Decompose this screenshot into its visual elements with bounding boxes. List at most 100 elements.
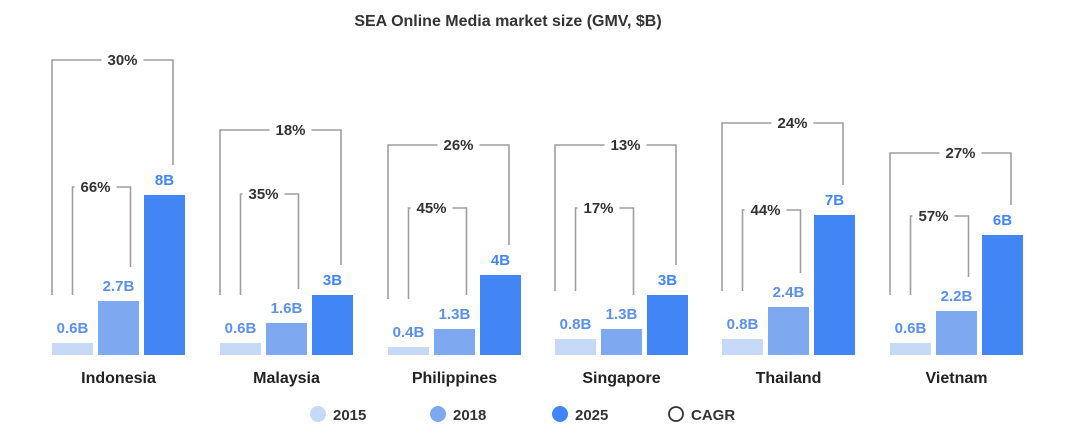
plot-area: 0.6B 2.7B 8B 66% 30% Indonesia 0.6B 1.6B 3B 35% 18…	[51, 52, 1023, 387]
bar-2018-malaysia	[266, 323, 307, 355]
category-label-vietnam: Vietnam	[926, 370, 988, 387]
legend-item-2025: 2025	[552, 406, 608, 424]
cagr-label-2015-2025-thailand: 24%	[777, 115, 807, 132]
bar-2025-vietnam	[982, 235, 1023, 355]
bar-2025-singapore	[647, 295, 688, 355]
cagr-bracket-outer-left-singapore	[554, 144, 605, 291]
value-label-2015-malaysia: 0.6B	[225, 320, 257, 337]
country-group-philippines: 0.4B 1.3B 4B 45% 26% Philippines	[387, 137, 521, 387]
bar-2018-indonesia	[98, 301, 139, 355]
cagr-bracket-inner-left-vietnam	[909, 215, 913, 295]
country-group-vietnam: 0.6B 2.2B 6B 57% 27% Vietnam	[889, 145, 1023, 387]
bar-2025-thailand	[814, 215, 855, 355]
value-label-2025-philippines: 4B	[491, 252, 510, 269]
cagr-bracket-outer-right-singapore	[646, 144, 677, 265]
value-label-2025-singapore: 3B	[658, 272, 677, 289]
cagr-bracket-inner-left-philippines	[407, 207, 411, 299]
bar-2018-philippines	[434, 329, 475, 355]
legend-marker-2025	[552, 406, 568, 422]
value-label-2018-indonesia: 2.7B	[103, 278, 135, 295]
cagr-label-2015-2025-philippines: 26%	[443, 137, 473, 154]
cagr-label-2015-2025-singapore: 13%	[610, 137, 640, 154]
country-group-singapore: 0.8B 1.3B 3B 17% 13% Singapore	[554, 137, 688, 387]
chart-title: SEA Online Media market size (GMV, $B)	[354, 13, 661, 30]
cagr-bracket-inner-right-vietnam	[954, 215, 970, 277]
bar-2025-indonesia	[144, 195, 185, 355]
category-label-singapore: Singapore	[582, 370, 660, 387]
cagr-bracket-outer-right-vietnam	[981, 152, 1012, 205]
cagr-bracket-inner-left-indonesia	[71, 186, 75, 295]
legend-label-cagr: CAGR	[691, 407, 735, 424]
cagr-label-2015-2018-vietnam: 57%	[918, 208, 948, 225]
legend-label-2025: 2025	[575, 407, 608, 424]
cagr-bracket-outer-right-malaysia	[311, 129, 342, 265]
value-label-2018-thailand: 2.4B	[773, 284, 805, 301]
value-label-2025-vietnam: 6B	[993, 212, 1012, 229]
cagr-bracket-outer-right-thailand	[813, 122, 844, 185]
legend-item-2018: 2018	[430, 406, 486, 424]
cagr-bracket-outer-left-philippines	[387, 144, 438, 299]
cagr-bracket-inner-left-thailand	[741, 209, 745, 291]
cagr-bracket-outer-left-vietnam	[889, 152, 940, 295]
legend-label-2015: 2015	[333, 407, 366, 424]
legend: 2015 2018 2025 CAGR	[310, 406, 735, 424]
bar-2025-philippines	[480, 275, 521, 355]
legend-marker-2015	[310, 406, 326, 422]
country-group-malaysia: 0.6B 1.6B 3B 35% 18% Malaysia	[219, 122, 353, 387]
value-label-2018-singapore: 1.3B	[606, 306, 638, 323]
bar-2025-malaysia	[312, 295, 353, 355]
cagr-bracket-outer-left-thailand	[721, 122, 772, 291]
legend-item-cagr: CAGR	[668, 406, 735, 424]
value-label-2025-malaysia: 3B	[323, 272, 342, 289]
cagr-label-2015-2018-malaysia: 35%	[248, 186, 278, 203]
cagr-bracket-outer-left-indonesia	[51, 59, 102, 295]
category-label-indonesia: Indonesia	[81, 370, 156, 387]
bar-2015-indonesia	[52, 343, 93, 355]
cagr-bracket-outer-right-indonesia	[143, 59, 174, 165]
legend-item-2015: 2015	[310, 406, 366, 424]
cagr-label-2015-2025-malaysia: 18%	[275, 122, 305, 139]
cagr-bracket-inner-right-philippines	[452, 207, 468, 295]
cagr-bracket-outer-right-philippines	[479, 144, 510, 245]
legend-label-2018: 2018	[453, 407, 486, 424]
value-label-2025-thailand: 7B	[825, 192, 844, 209]
legend-marker-cagr	[668, 406, 684, 422]
bar-2015-malaysia	[220, 343, 261, 355]
cagr-label-2015-2018-indonesia: 66%	[80, 179, 110, 196]
legend-marker-2018	[430, 406, 446, 422]
category-label-thailand: Thailand	[756, 370, 822, 387]
category-label-malaysia: Malaysia	[253, 370, 320, 387]
bar-2018-thailand	[768, 307, 809, 355]
country-group-indonesia: 0.6B 2.7B 8B 66% 30% Indonesia	[51, 52, 185, 387]
category-label-philippines: Philippines	[412, 370, 497, 387]
cagr-label-2015-2018-singapore: 17%	[583, 200, 613, 217]
cagr-bracket-inner-left-malaysia	[239, 193, 243, 295]
bar-2015-vietnam	[890, 343, 931, 355]
cagr-label-2015-2018-philippines: 45%	[416, 200, 446, 217]
bar-2015-thailand	[722, 339, 763, 355]
cagr-bracket-inner-right-malaysia	[284, 193, 300, 289]
value-label-2015-philippines: 0.4B	[393, 324, 425, 341]
cagr-bracket-inner-right-indonesia	[116, 186, 132, 267]
cagr-bracket-inner-right-singapore	[619, 207, 635, 295]
value-label-2025-indonesia: 8B	[155, 172, 174, 189]
cagr-label-2015-2018-thailand: 44%	[750, 202, 780, 219]
cagr-bracket-inner-right-thailand	[786, 209, 802, 273]
cagr-label-2015-2025-vietnam: 27%	[945, 145, 975, 162]
value-label-2015-singapore: 0.8B	[560, 316, 592, 333]
cagr-bracket-inner-left-singapore	[574, 207, 578, 291]
value-label-2015-indonesia: 0.6B	[57, 320, 89, 337]
value-label-2015-vietnam: 0.6B	[895, 320, 927, 337]
value-label-2018-philippines: 1.3B	[439, 306, 471, 323]
bar-2015-philippines	[388, 347, 429, 355]
country-group-thailand: 0.8B 2.4B 7B 44% 24% Thailand	[721, 115, 855, 387]
cagr-label-2015-2025-indonesia: 30%	[107, 52, 137, 69]
bar-2018-vietnam	[936, 311, 977, 355]
value-label-2018-vietnam: 2.2B	[941, 288, 973, 305]
value-label-2018-malaysia: 1.6B	[271, 300, 303, 317]
bar-2015-singapore	[555, 339, 596, 355]
bar-2018-singapore	[601, 329, 642, 355]
value-label-2015-thailand: 0.8B	[727, 316, 759, 333]
cagr-bracket-outer-left-malaysia	[219, 129, 270, 295]
